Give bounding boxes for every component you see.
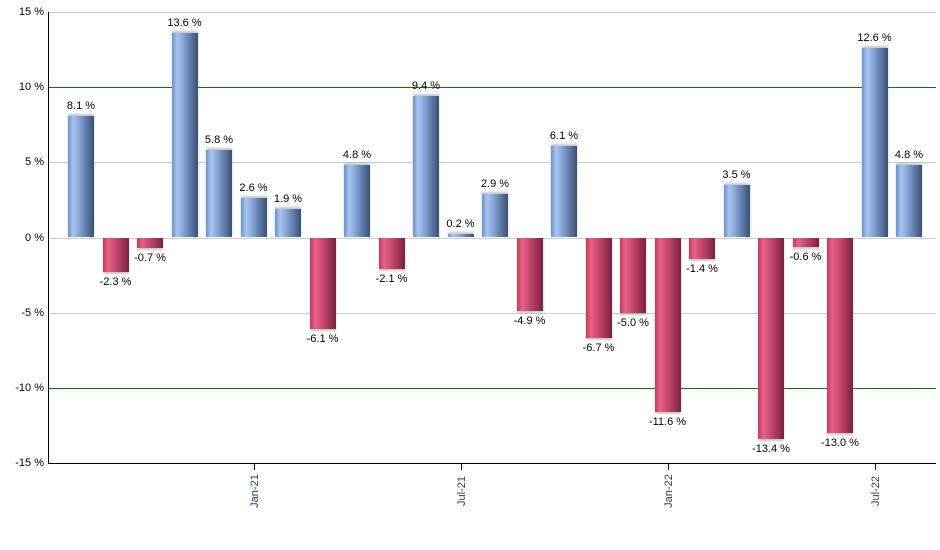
y-axis-line: [48, 12, 49, 463]
bar[interactable]: [723, 184, 750, 238]
bar[interactable]: [344, 165, 370, 238]
bar[interactable]: [447, 234, 474, 238]
bar[interactable]: [137, 237, 163, 249]
bar-value-label: 3.5 %: [722, 168, 751, 181]
bar[interactable]: [206, 150, 232, 238]
bar[interactable]: [758, 237, 784, 439]
bar[interactable]: [896, 165, 922, 238]
x-axis-tick: [667, 464, 669, 470]
x-axis-tick-label: Jul-21: [455, 476, 468, 506]
threshold-line: [48, 87, 936, 89]
bar-value-label: -0.6 %: [789, 250, 822, 263]
bar[interactable]: [171, 33, 198, 238]
bar-value-label: -2.3 %: [99, 276, 132, 289]
x-axis-tick: [460, 464, 462, 470]
bar-value-label: 4.8 %: [894, 149, 924, 162]
y-axis-tick-label: -15 %: [15, 457, 44, 469]
bar-value-label: 2.9 %: [480, 177, 510, 190]
y-axis-tick-label: 10 %: [18, 81, 44, 94]
bar[interactable]: [654, 237, 681, 412]
bar[interactable]: [689, 237, 715, 259]
bar-value-label: -0.7 %: [134, 252, 166, 265]
y-axis-tick-label: 15 %: [18, 6, 44, 18]
y-axis-tick-label: -10 %: [15, 381, 44, 394]
bar[interactable]: [309, 237, 336, 330]
threshold-line: [48, 387, 936, 389]
bar[interactable]: [102, 237, 129, 273]
bar-value-label: -6.7 %: [582, 342, 615, 355]
bar[interactable]: [827, 237, 853, 433]
gridline: [48, 12, 936, 13]
x-axis-tick-label: Jul-22: [869, 476, 882, 506]
bar-value-label: -5.0 %: [617, 316, 649, 329]
y-axis-tick-label: 0 %: [25, 231, 44, 244]
bar-value-label: -6.1 %: [306, 333, 339, 346]
bar[interactable]: [792, 237, 819, 247]
bar[interactable]: [585, 237, 612, 339]
bar-value-label: 5.8 %: [204, 134, 234, 147]
bar[interactable]: [620, 237, 646, 313]
x-axis-tick-label: Jan-22: [662, 474, 675, 508]
bar-value-label: 9.4 %: [411, 80, 441, 93]
x-axis-tick-label: Jan-21: [248, 474, 261, 508]
bar-value-label: 8.1 %: [66, 99, 96, 112]
gridline: [48, 237, 936, 239]
x-axis-tick: [874, 464, 876, 470]
y-axis-tick-label: -5 %: [21, 306, 44, 319]
bar-value-label: 13.6 %: [167, 17, 202, 30]
bar[interactable]: [861, 48, 888, 238]
bar[interactable]: [275, 208, 301, 238]
bar[interactable]: [240, 198, 267, 238]
bar[interactable]: [482, 193, 508, 238]
bar-value-label: 6.1 %: [549, 129, 579, 142]
gridline: [48, 162, 936, 164]
bar[interactable]: [551, 145, 577, 238]
bar[interactable]: [68, 115, 94, 238]
bar-value-label: 12.6 %: [857, 32, 892, 45]
bar-value-label: 4.8 %: [342, 149, 372, 162]
bar-value-label: -13.4 %: [752, 442, 790, 455]
bar-value-label: 1.9 %: [273, 192, 303, 205]
x-axis-tick: [253, 464, 255, 470]
gridline: [48, 312, 936, 314]
bar[interactable]: [378, 237, 405, 270]
bar-value-label: 2.6 %: [239, 182, 268, 195]
y-axis-tick-label: 5 %: [25, 156, 44, 169]
bar-value-label: -2.1 %: [375, 273, 408, 286]
bar-value-label: 0.2 %: [446, 218, 475, 231]
bar-value-label: -11.6 %: [648, 415, 687, 428]
bar[interactable]: [516, 237, 543, 312]
x-axis-line: [48, 463, 936, 464]
bar[interactable]: [413, 96, 439, 238]
bar-value-label: -13.0 %: [821, 436, 859, 449]
bar-value-label: -1.4 %: [686, 262, 718, 275]
bar-value-label: -4.9 %: [513, 315, 546, 328]
